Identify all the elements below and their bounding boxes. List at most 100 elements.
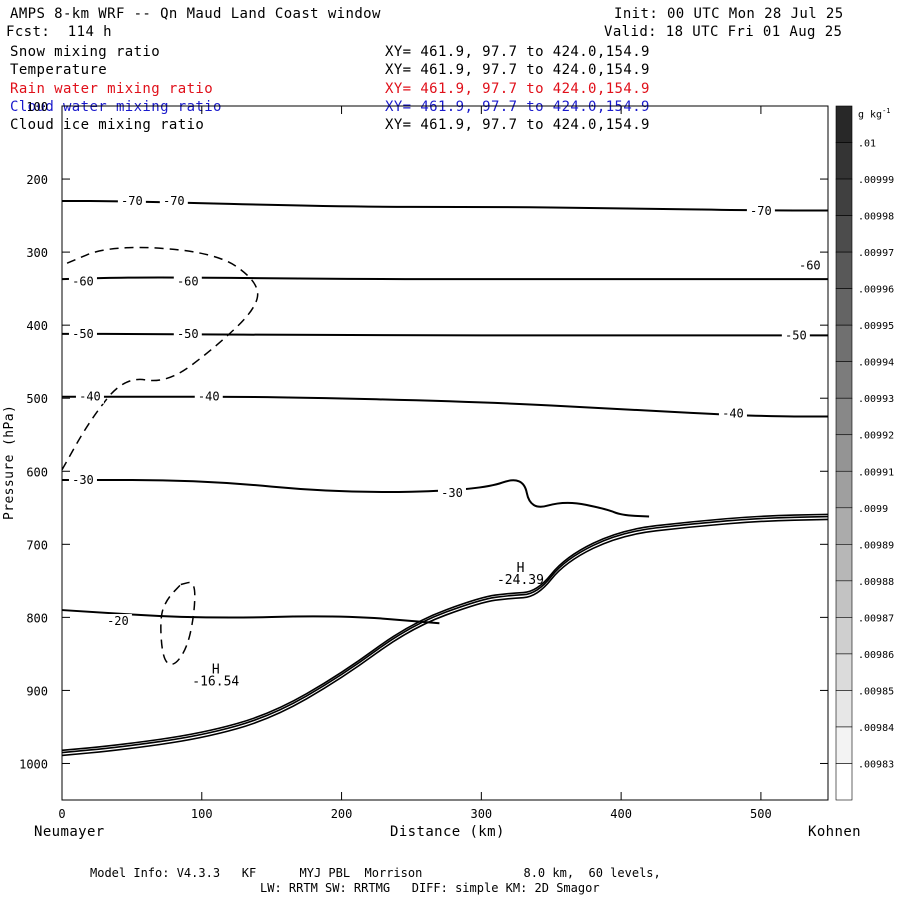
field-xy-temperature: XY= 461.9, 97.7 to 424.0,154.9 bbox=[385, 62, 650, 78]
y-tick-label: 400 bbox=[26, 319, 48, 333]
colorbar-swatch bbox=[835, 690, 853, 728]
colorbar-swatch bbox=[835, 507, 853, 545]
field-xy-cloud-ice: XY= 461.9, 97.7 to 424.0,154.9 bbox=[385, 117, 650, 133]
contour-label: -40 bbox=[722, 407, 744, 421]
contour-label: -60 bbox=[72, 274, 94, 288]
y-tick-label: 600 bbox=[26, 465, 48, 479]
colorbar-swatch bbox=[835, 580, 853, 618]
contour-label: -60 bbox=[177, 274, 199, 288]
colorbar-swatch bbox=[835, 361, 853, 399]
valid-time: Valid: 18 UTC Fri 01 Aug 25 bbox=[604, 24, 843, 40]
plot-frame bbox=[61, 105, 829, 801]
colorbar-swatch bbox=[835, 215, 853, 253]
contour-label-bg bbox=[437, 486, 466, 501]
colorbar-swatch bbox=[835, 617, 853, 655]
colorbar-label: .00995 bbox=[858, 321, 894, 332]
colorbar-swatch bbox=[835, 763, 853, 801]
colorbar-label: .00992 bbox=[858, 431, 894, 442]
temperature-contour--30 bbox=[62, 479, 650, 518]
field-name-cloud-water: Cloud water mixing ratio bbox=[10, 99, 222, 115]
contour-label-bg bbox=[746, 204, 775, 219]
colorbar-label: .00987 bbox=[858, 613, 894, 624]
x-tick-label: 100 bbox=[191, 807, 213, 821]
contour-label-bg bbox=[194, 389, 223, 404]
contour-label-bg bbox=[795, 258, 824, 273]
y-axis-label: Pressure (hPa) bbox=[2, 404, 17, 520]
colorbar-swatch bbox=[835, 653, 853, 691]
y-tick-label: 100 bbox=[26, 100, 48, 114]
y-tick-label: 700 bbox=[26, 538, 48, 552]
temperature-contour--60 bbox=[61, 276, 828, 281]
colorbar-label: .01 bbox=[858, 139, 876, 150]
snow-contour-0 bbox=[61, 246, 259, 471]
colorbar-label: .00997 bbox=[858, 248, 894, 259]
snow-contour-1 bbox=[160, 581, 196, 666]
colorbar-label: .00999 bbox=[858, 175, 894, 186]
contour-label-bg bbox=[718, 406, 747, 421]
contour-label: -50 bbox=[785, 328, 807, 342]
contour-label: -50 bbox=[72, 327, 94, 341]
field-xy-rain: XY= 461.9, 97.7 to 424.0,154.9 bbox=[385, 81, 650, 97]
colorbar-label: .00996 bbox=[858, 285, 894, 296]
colorbar-swatch bbox=[835, 544, 853, 582]
contour-label-bg bbox=[103, 614, 132, 629]
colorbar-label: .00998 bbox=[858, 212, 894, 223]
field-name-rain: Rain water mixing ratio bbox=[10, 81, 214, 97]
colorbar-label: .00991 bbox=[858, 467, 894, 478]
physics-info: LW: RRTM SW: RRTMG DIFF: simple KM: 2D S… bbox=[260, 881, 600, 895]
contour-label: -20 bbox=[107, 614, 129, 628]
y-tick-label: 800 bbox=[26, 611, 48, 625]
colorbar-swatch bbox=[835, 726, 853, 764]
colorbar-swatch bbox=[835, 397, 853, 436]
y-tick-label: 200 bbox=[26, 173, 48, 187]
temperature-contour--50 bbox=[62, 332, 828, 337]
x-tick-label: 500 bbox=[750, 807, 772, 821]
init-time: Init: 00 UTC Mon 28 Jul 25 bbox=[614, 6, 844, 22]
field-name-snow: Snow mixing ratio bbox=[10, 44, 161, 60]
temperature-contour--20 bbox=[61, 609, 440, 625]
contour-label-bg bbox=[75, 389, 104, 404]
field-xy-cloud-water: XY= 461.9, 97.7 to 424.0,154.9 bbox=[385, 99, 650, 115]
contour-label: -30 bbox=[72, 473, 94, 487]
temperature-contour--40 bbox=[62, 395, 828, 418]
colorbar-swatch bbox=[835, 142, 853, 180]
x-tick-label: 400 bbox=[610, 807, 632, 821]
contour-label-bg bbox=[117, 193, 146, 208]
colorbar-swatch bbox=[835, 178, 853, 216]
terrain-line-0 bbox=[61, 515, 829, 754]
colorbar-swatch bbox=[835, 251, 853, 289]
contour-label: -50 bbox=[177, 327, 199, 341]
colorbar-label: .00994 bbox=[858, 358, 894, 369]
chart-title: AMPS 8-km WRF -- Qn Maud Land Coast wind… bbox=[10, 6, 381, 22]
x-tick-label: 0 bbox=[58, 807, 65, 821]
contour-label: -60 bbox=[799, 258, 821, 272]
colorbar-swatch bbox=[835, 470, 853, 509]
contour-label: -30 bbox=[441, 486, 463, 500]
high-marker: H bbox=[517, 561, 525, 576]
colorbar-label: .00986 bbox=[858, 650, 894, 661]
colorbar-swatch bbox=[835, 288, 853, 326]
right-station-label: Kohnen bbox=[808, 824, 861, 840]
contour-label-bg bbox=[68, 326, 97, 341]
contour-label: -70 bbox=[750, 204, 772, 218]
y-tick-label: 300 bbox=[26, 246, 48, 260]
high-marker: H bbox=[212, 663, 220, 678]
y-tick-label: 1000 bbox=[19, 757, 48, 771]
contour-label-bg bbox=[159, 193, 188, 208]
field-name-cloud-ice: Cloud ice mixing ratio bbox=[10, 117, 205, 133]
field-xy-snow: XY= 461.9, 97.7 to 424.0,154.9 bbox=[385, 44, 650, 60]
colorbar-label: .0099 bbox=[858, 504, 888, 515]
contour-label-bg bbox=[173, 326, 202, 341]
y-tick-label: 900 bbox=[26, 684, 48, 698]
terrain-line-2 bbox=[61, 513, 829, 752]
colorbar-swatch bbox=[835, 434, 853, 472]
high-value: -24.39 bbox=[497, 573, 544, 588]
model-info: Model Info: V4.3.3 KF MYJ PBL Morrison 8… bbox=[90, 866, 661, 880]
contour-label-bg bbox=[173, 274, 202, 289]
y-tick-label: 500 bbox=[26, 392, 48, 406]
colorbar-swatch bbox=[835, 105, 853, 143]
colorbar-label: .00984 bbox=[858, 723, 894, 734]
colorbar-label: .00989 bbox=[858, 540, 894, 551]
high-value: -16.54 bbox=[192, 674, 239, 689]
contour-label: -70 bbox=[121, 194, 143, 208]
